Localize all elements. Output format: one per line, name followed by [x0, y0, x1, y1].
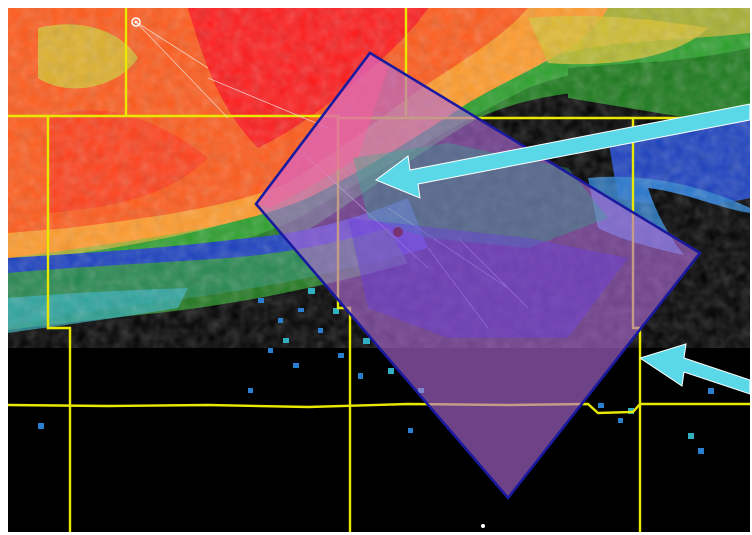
warning-polygon	[254, 51, 702, 501]
radar-reflectivity-map	[8, 8, 750, 532]
arrow-icon	[374, 103, 750, 199]
marker-dot	[481, 524, 485, 528]
arrow-icon	[638, 343, 750, 395]
weak-echo-speckles	[38, 298, 714, 454]
radar-site-icon	[131, 17, 141, 27]
marker-dot	[393, 227, 403, 237]
